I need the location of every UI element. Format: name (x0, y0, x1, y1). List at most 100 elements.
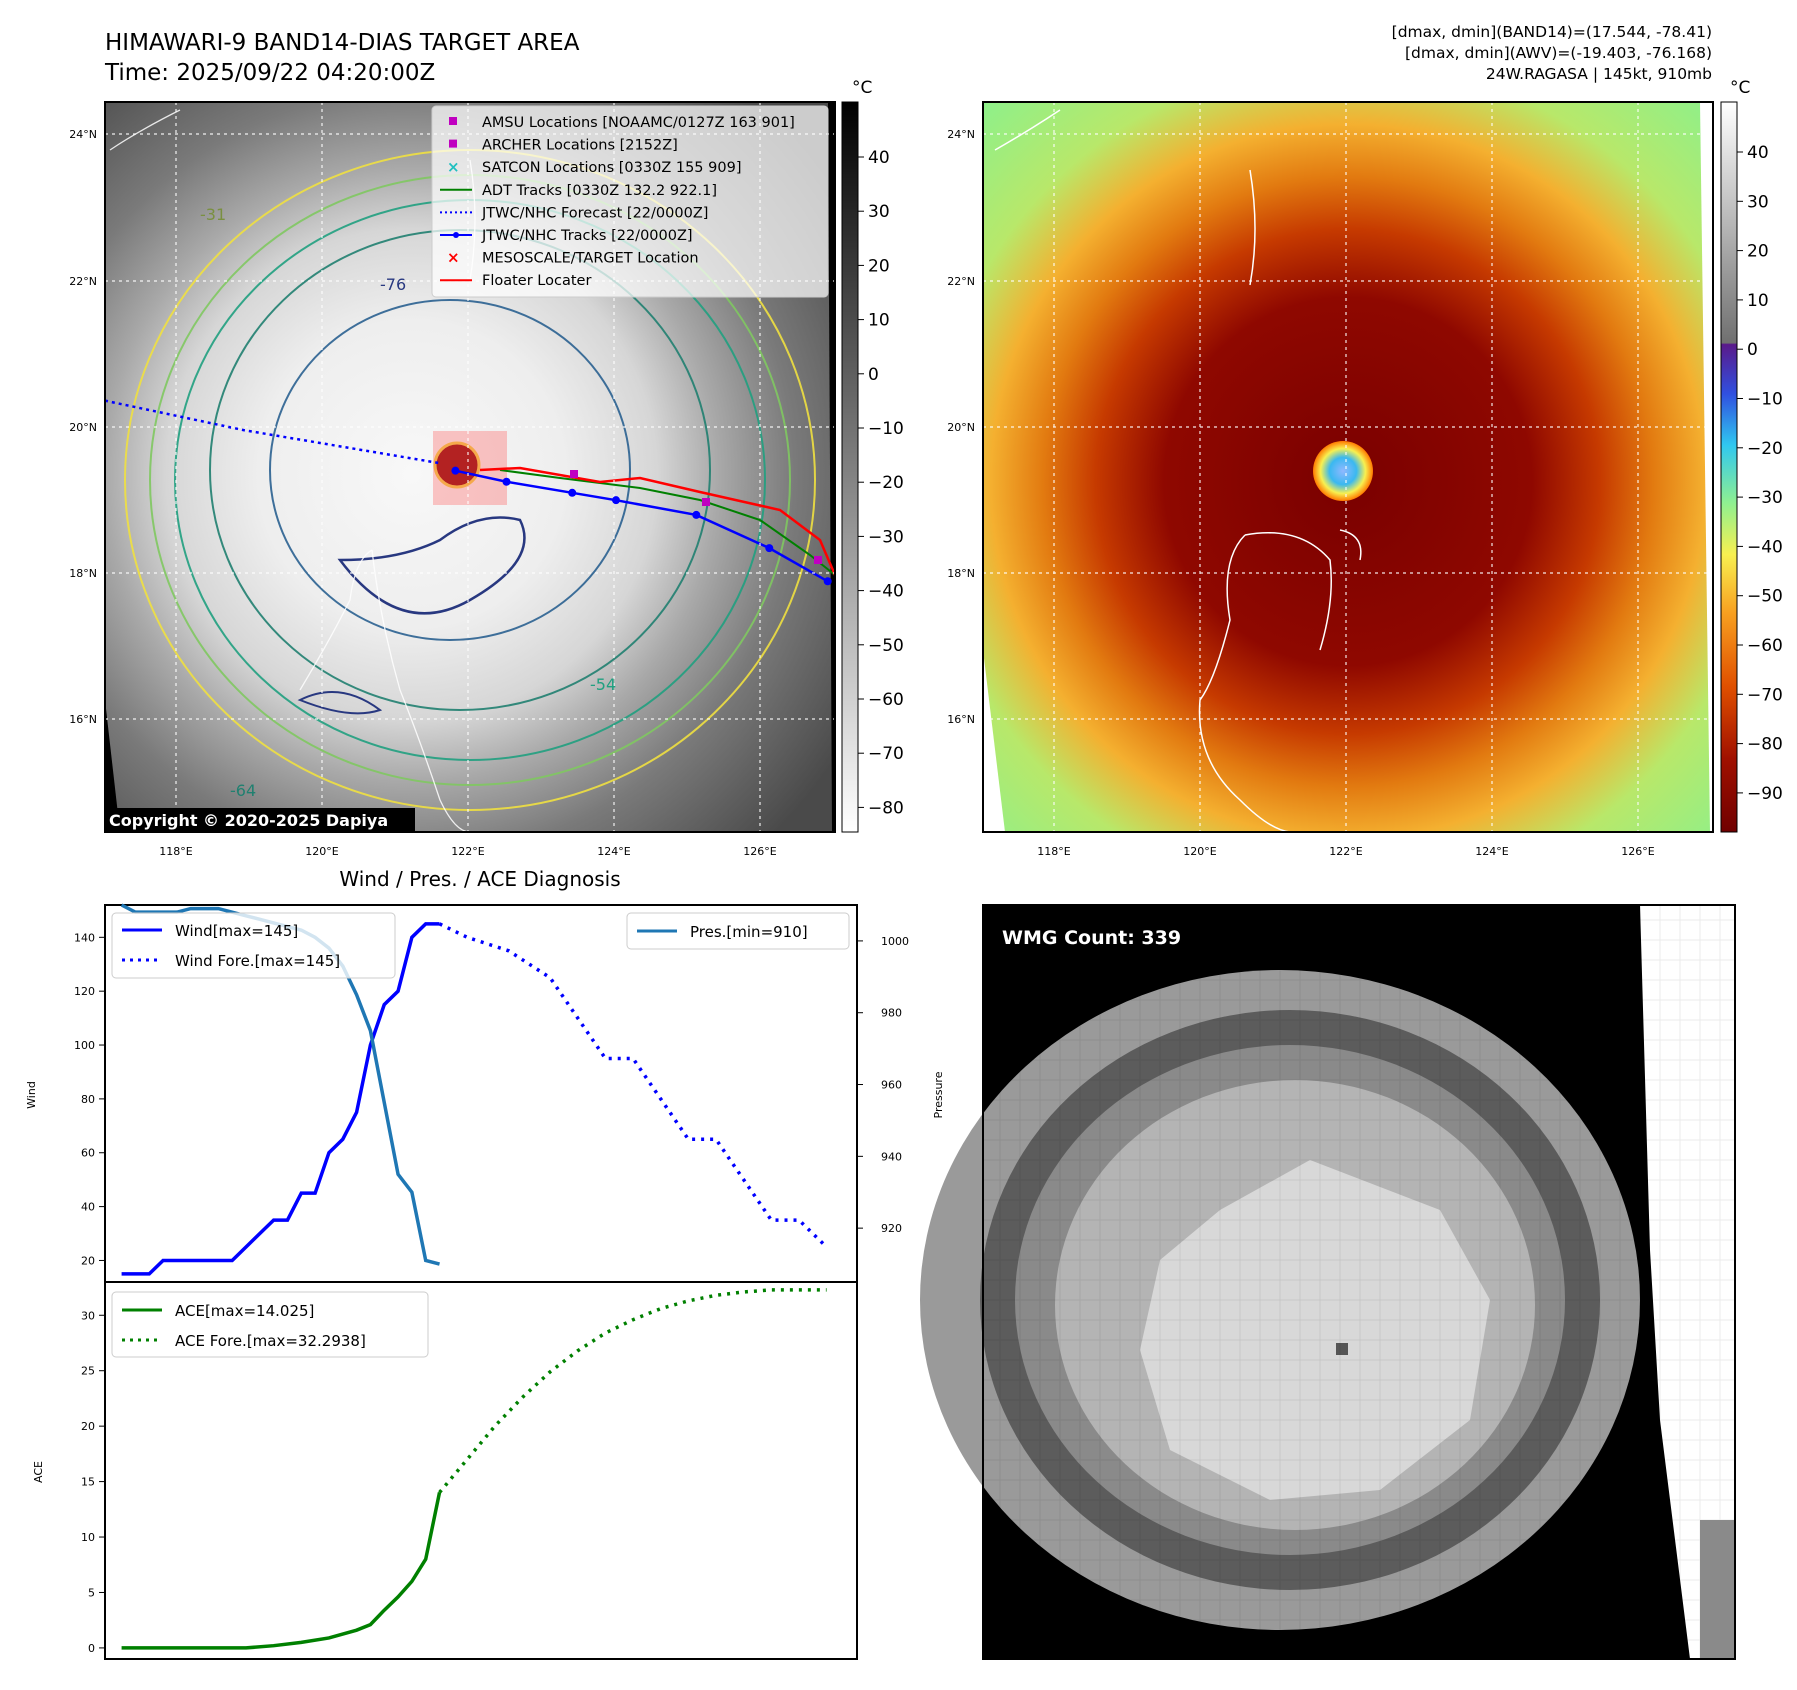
ir-lat-label: 24°N (69, 128, 97, 141)
ir-lat-label: 20°N (69, 421, 97, 434)
info-awv-range: [dmax, dmin](AWV)=(-19.403, -76.168) (1405, 44, 1712, 62)
col-cbar-tick-label: 0 (1747, 340, 1758, 360)
color-lon-label: 122°E (1329, 845, 1362, 858)
legend-label: ADT Tracks [0330Z 132.2 922.1] (482, 183, 717, 199)
ace-tick-label: 15 (81, 1476, 95, 1489)
ir-cbar-tick-label: −80 (868, 798, 904, 818)
ir-lon-label: 122°E (451, 845, 484, 858)
amsu-marker (570, 470, 578, 478)
legend-label: JTWC/NHC Forecast [22/0000Z] (481, 205, 708, 221)
color-satellite-panel (982, 101, 1714, 833)
ir-cbar-tick-label: −30 (868, 527, 904, 547)
ir-cbar-tick-label: −40 (868, 582, 904, 602)
best-track-point (692, 510, 701, 519)
color-lon-label: 118°E (1037, 845, 1070, 858)
color-eye (1313, 441, 1373, 501)
col-cbar-tick-label: −10 (1747, 390, 1783, 410)
ace-axes: 0 5 10 15 20 25 30 ACE ACE[max=14.025] ACE For… (32, 1281, 858, 1660)
ir-cbar-tick-label: 40 (868, 148, 890, 168)
legend-square-marker (449, 117, 457, 125)
ir-cbar-tick-label: −60 (868, 690, 904, 710)
ir-satellite-panel: -76 -64 -54 -31 AMSU Locations [NOAAMC/0… (104, 101, 837, 833)
ir-colorbar: °C 40 30 20 10 0 −10 −20 −30 −40 −50 −60 −70 −80 (841, 78, 904, 833)
best-track-point (823, 577, 832, 586)
best-track-point (612, 496, 620, 505)
pressure-tick-label: 980 (881, 1007, 902, 1020)
legend-entry: AMSU Locations [NOAAMC/0127Z 163 901] (449, 115, 795, 131)
ir-cbar-tick-label: 0 (868, 365, 879, 385)
contour-label-76: -76 (380, 275, 406, 294)
pressure-tick-label: 940 (881, 1150, 902, 1163)
legend-entry: × SATCON Locations [0330Z 155 909] (447, 158, 741, 176)
legend-line-dot (453, 232, 459, 238)
legend-square-marker (449, 139, 457, 148)
ir-cbar-tick-label: −50 (868, 636, 904, 656)
pressure-legend: Pres.[min=910] (626, 912, 850, 950)
ir-lat-label: 16°N (69, 713, 97, 726)
contour-label-31: -31 (200, 205, 226, 224)
ace-tick-label: 5 (88, 1586, 95, 1599)
figure-title: HIMAWARI-9 BAND14-DIAS TARGET AREA (105, 30, 580, 56)
amsu-marker-2 (814, 556, 822, 564)
ir-lat-label: 22°N (69, 275, 97, 288)
pressure-axis-label: Pressure (932, 1071, 945, 1118)
color-no-data-right (1700, 102, 1713, 832)
ace-axis-label: ACE (32, 1461, 45, 1483)
ir-lon-label: 126°E (743, 845, 776, 858)
ace-forecast-legend-label: ACE Fore.[max=32.2938] (175, 1332, 366, 1350)
wind-legend-label: Wind[max=145] (175, 922, 298, 940)
legend-entry: × MESOSCALE/TARGET Location (447, 249, 699, 267)
series-line-wind (121, 922, 440, 1276)
wind-pressure-axes: 20 40 60 80 100 120 140 920 940 960 980 1000 Wind … (25, 903, 945, 1283)
pressure-tick-label: 920 (881, 1222, 902, 1235)
col-cbar-tick-label: −90 (1747, 784, 1783, 804)
pressure-tick-label: 960 (881, 1079, 902, 1092)
info-storm-name: 24W.RAGASA | 145kt, 910mb (1486, 65, 1712, 83)
ace-legend-label: ACE[max=14.025] (175, 1302, 314, 1320)
color-colorbar-gradient (1720, 101, 1738, 833)
col-cbar-tick-label: −80 (1747, 735, 1783, 755)
ace-tick-label: 10 (81, 1531, 95, 1544)
col-cbar-tick-label: 40 (1747, 143, 1769, 163)
color-lon-label: 126°E (1621, 845, 1654, 858)
col-cbar-tick-label: −60 (1747, 636, 1783, 656)
color-lat-label: 16°N (947, 713, 975, 726)
diagnosis-title: Wind / Pres. / ACE Diagnosis (339, 867, 620, 891)
wind-legend: Wind[max=145] Wind Fore.[max=145] (111, 912, 396, 979)
legend-entry: Floater Locater (440, 273, 591, 289)
color-lon-label: 120°E (1183, 845, 1216, 858)
ir-cbar-tick-label: −70 (868, 744, 904, 764)
pressure-legend-label: Pres.[min=910] (690, 923, 808, 941)
col-cbar-tick-label: 30 (1747, 192, 1769, 212)
figure-time: Time: 2025/09/22 04:20:00Z (104, 60, 435, 86)
color-lat-label: 18°N (947, 567, 975, 580)
col-cbar-tick-label: −30 (1747, 488, 1783, 508)
color-colorbar: °C 40 30 20 10 0 −10 −20 −30 −40 −50 −60 −70 −80 −90 (1720, 78, 1783, 833)
legend-entry: JTWC/NHC Forecast [22/0000Z] (440, 205, 708, 221)
ir-panel-frame (104, 101, 836, 833)
contour-label-54: -54 (590, 675, 616, 694)
ir-lon-label: 124°E (597, 845, 630, 858)
col-cbar-tick-label: −50 (1747, 587, 1783, 607)
ir-no-data-wedge (105, 700, 120, 832)
wind-tick-label: 40 (81, 1201, 95, 1214)
ir-cbar-tick-label: −20 (868, 473, 904, 493)
wmg-panel-frame (982, 904, 1736, 1660)
contour-label-64: -64 (230, 781, 256, 800)
ir-contours (124, 149, 816, 811)
floater-box (433, 431, 507, 505)
copyright-box (105, 808, 415, 832)
col-cbar-tick-label: −20 (1747, 439, 1783, 459)
legend-label: Floater Locater (482, 273, 591, 289)
legend-label: SATCON Locations [0330Z 155 909] (482, 160, 741, 176)
archer-marker (702, 498, 710, 506)
ir-cbar-tick-label: −10 (868, 419, 904, 439)
color-no-data-bottom-left (983, 650, 1005, 832)
ir-legend: AMSU Locations [NOAAMC/0127Z 163 901] ARC… (431, 105, 829, 298)
adt-track (499, 469, 836, 576)
col-cbar-tick-label: −40 (1747, 537, 1783, 557)
legend-label: JTWC/NHC Tracks [22/0000Z] (481, 228, 693, 244)
ir-colorbar-gradient (841, 101, 859, 833)
wmg-pixel-grid (983, 905, 1735, 1659)
